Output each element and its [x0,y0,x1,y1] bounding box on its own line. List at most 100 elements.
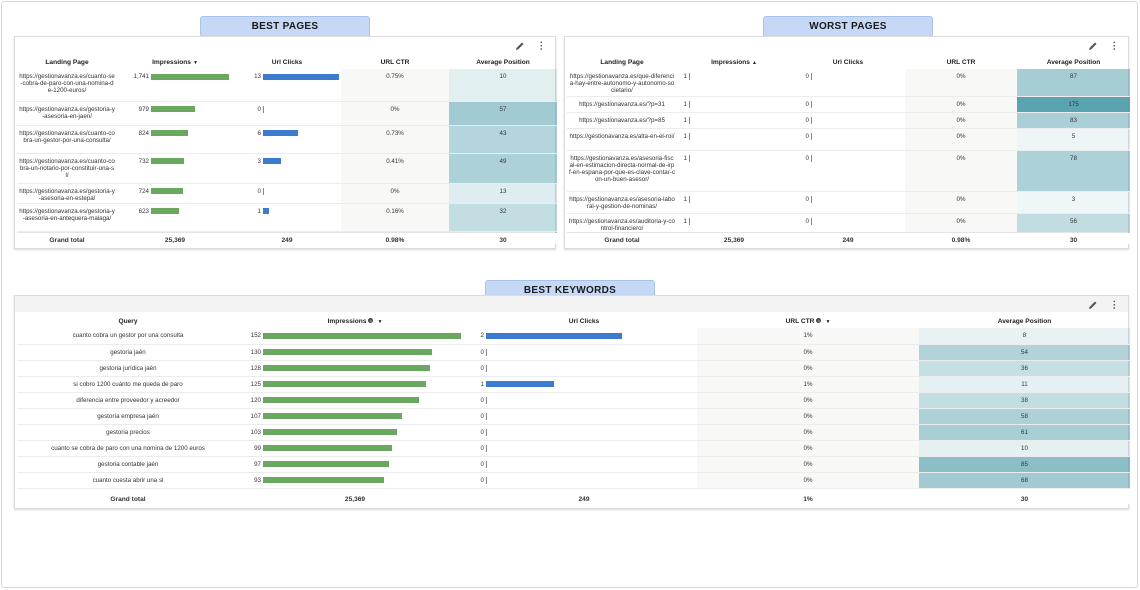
header-url-clicks[interactable]: Url Clicks [568,317,600,325]
query-text[interactable]: si cobro 1200 cuánto me queda de paro [17,376,239,393]
clicks-value: 0 [480,460,484,468]
clicks-cell: 2 [471,328,697,345]
table-row[interactable]: https://gestionavanza.es/asesoria-fiscal… [567,150,1130,192]
url-ctr-value: 0.41% [341,153,449,184]
header-url-clicks[interactable]: Url Clicks [271,58,303,66]
pencil-icon[interactable] [1088,41,1098,51]
clicks-cell: 0 [791,112,905,129]
clicks-value: 0 [805,195,809,203]
best-keywords-table: Query Impressions i ▼ Url Clicks URL CTR i ▼… [17,314,1130,504]
more-vert-icon[interactable]: ··· [1108,300,1119,310]
header-average-position[interactable]: Average Position [1046,58,1101,66]
landing-page-url[interactable]: https://gestionavanza.es/que-diferencia-… [567,69,677,97]
table-row[interactable]: https://gestionavanza.es/gestoria-y-ases… [17,203,557,232]
card-toolbar [15,296,1128,312]
query-text[interactable]: gestoria jaén [17,344,239,361]
query-text[interactable]: gestoría empresa jaén [17,408,239,425]
table-row[interactable]: https://gestionavanza.es/auditoria-y-con… [567,213,1130,236]
landing-page-url[interactable]: https://gestionavanza.es/asesoria-fiscal… [567,150,677,192]
url-ctr-value: 0% [341,183,449,204]
total-label: Grand total [17,488,239,504]
pencil-icon[interactable] [515,41,525,51]
zero-tick [811,217,812,225]
table-row[interactable]: si cobro 1200 cuánto me queda de paro 125… [17,376,1130,393]
table-row[interactable]: https://gestionavanza.es/gestoria-y-ases… [17,101,557,126]
clicks-cell: 0 [233,183,341,204]
query-text[interactable]: gestoria precios [17,424,239,441]
header-impressions-label: Impressions [327,317,367,325]
table-row[interactable]: gestoría empresa jaén 107 0 0% 58 [17,408,1130,425]
landing-page-url[interactable]: https://gestionavanza.es/gestoria-y-ases… [17,183,117,204]
table-row[interactable]: https://gestionavanza.es/gestoria-y-ases… [17,183,557,204]
info-icon[interactable]: i [368,318,374,324]
table-row[interactable]: https://gestionavanza.es/cuanto-se-cobra… [17,69,557,102]
table-row[interactable]: gestoria contable jaén 97 0 0% 85 [17,456,1130,473]
table-row[interactable]: https://gestionavanza.es/cuanto-cobra-un… [17,125,557,154]
landing-page-url[interactable]: https://gestionavanza.es/cuanto-se-cobra… [17,69,117,102]
sort-desc-icon[interactable]: ▼ [192,59,198,66]
impressions-value: 824 [138,129,149,137]
table-row[interactable]: gestoria jurídica jaén 128 0 0% 36 [17,360,1130,377]
table-row[interactable]: https://gestionavanza.es/asesoria-labora… [567,191,1130,214]
landing-page-url[interactable]: https://gestionavanza.es/gestoria-y-ases… [17,203,117,232]
header-average-position[interactable]: Average Position [997,317,1052,325]
table-row[interactable]: cuanto cuesta abrir una sl 93 0 0% 68 [17,472,1130,489]
sort-asc-icon[interactable]: ▲ [751,59,757,66]
table-row[interactable]: gestoria jaén 130 0 0% 54 [17,344,1130,361]
impressions-cell: 724 [117,183,233,204]
clicks-value: 0 [805,100,809,108]
impressions-bar [151,130,188,136]
header-query[interactable]: Query [118,317,138,325]
landing-page-url[interactable]: https://gestionavanza.es/gestoria-y-ases… [17,101,117,126]
query-text[interactable]: diferencia entre proveedor y acreedor [17,392,239,409]
table-row[interactable]: gestoria precios 103 0 0% 61 [17,424,1130,441]
average-position-value: 87 [1017,69,1130,97]
total-position: 30 [919,488,1130,504]
pencil-icon[interactable] [1088,300,1098,310]
landing-page-url[interactable]: https://gestionavanza.es/cuanto-cobra-un… [17,153,117,184]
table-row[interactable]: https://gestionavanza.es/?p=31 1 0 0% 175 [567,96,1130,113]
impressions-cell: 979 [117,101,233,126]
sort-desc-icon[interactable]: ▼ [377,318,383,325]
more-vert-icon[interactable]: ··· [1108,41,1119,51]
clicks-value: 0 [805,217,809,225]
table-row[interactable]: https://gestionavanza.es/?p=85 1 0 0% 83 [567,112,1130,129]
query-text[interactable]: gestoria contable jaén [17,456,239,473]
header-landing-page[interactable]: Landing Page [600,58,644,66]
header-impressions[interactable]: Impressions i ▼ [239,314,471,328]
header-url-clicks[interactable]: Url Clicks [832,58,864,66]
info-icon[interactable]: i [816,318,822,324]
impressions-cell: 1 [677,96,791,113]
header-url-ctr[interactable]: URL CTR i ▼ [697,314,919,328]
table-row[interactable]: diferencia entre proveedor y acreedor 120… [17,392,1130,409]
table-row[interactable]: https://gestionavanza.es/que-diferencia-… [567,69,1130,97]
landing-page-url[interactable]: https://gestionavanza.es/alta-en-el-roi/ [567,128,677,151]
average-position-value: 56 [1017,213,1130,236]
landing-page-url[interactable]: https://gestionavanza.es/asesoria-labora… [567,191,677,214]
zero-tick [811,116,812,124]
table-row[interactable]: https://gestionavanza.es/alta-en-el-roi/… [567,128,1130,151]
header-average-position[interactable]: Average Position [476,58,530,66]
table-row[interactable]: cuanto cobra un gestor por una consulta 1… [17,328,1130,345]
query-text[interactable]: cuanto cuesta abrir una sl [17,472,239,489]
average-position-value: 36 [919,360,1130,377]
table-row[interactable]: https://gestionavanza.es/cuanto-cobra-un… [17,153,557,184]
query-text[interactable]: cuanto se cobra de paro con una nomina d… [17,440,239,457]
header-url-ctr[interactable]: URL CTR [380,58,410,66]
clicks-cell: 3 [233,153,341,184]
zero-tick [486,396,487,404]
landing-page-url[interactable]: https://gestionavanza.es/?p=85 [567,112,677,129]
query-text[interactable]: cuanto cobra un gestor por una consulta [17,328,239,345]
more-vert-icon[interactable]: ··· [535,41,546,51]
header-impressions[interactable]: Impressions ▲ [677,55,791,69]
header-landing-page[interactable]: Landing Page [45,58,89,66]
header-impressions[interactable]: Impressions ▼ [117,55,233,69]
url-ctr-value: 0% [697,408,919,425]
landing-page-url[interactable]: https://gestionavanza.es/cuanto-cobra-un… [17,125,117,154]
sort-desc-icon[interactable]: ▼ [825,318,831,325]
header-url-ctr[interactable]: URL CTR [946,58,976,66]
query-text[interactable]: gestoria jurídica jaén [17,360,239,377]
landing-page-url[interactable]: https://gestionavanza.es/?p=31 [567,96,677,113]
table-row[interactable]: cuanto se cobra de paro con una nomina d… [17,440,1130,457]
